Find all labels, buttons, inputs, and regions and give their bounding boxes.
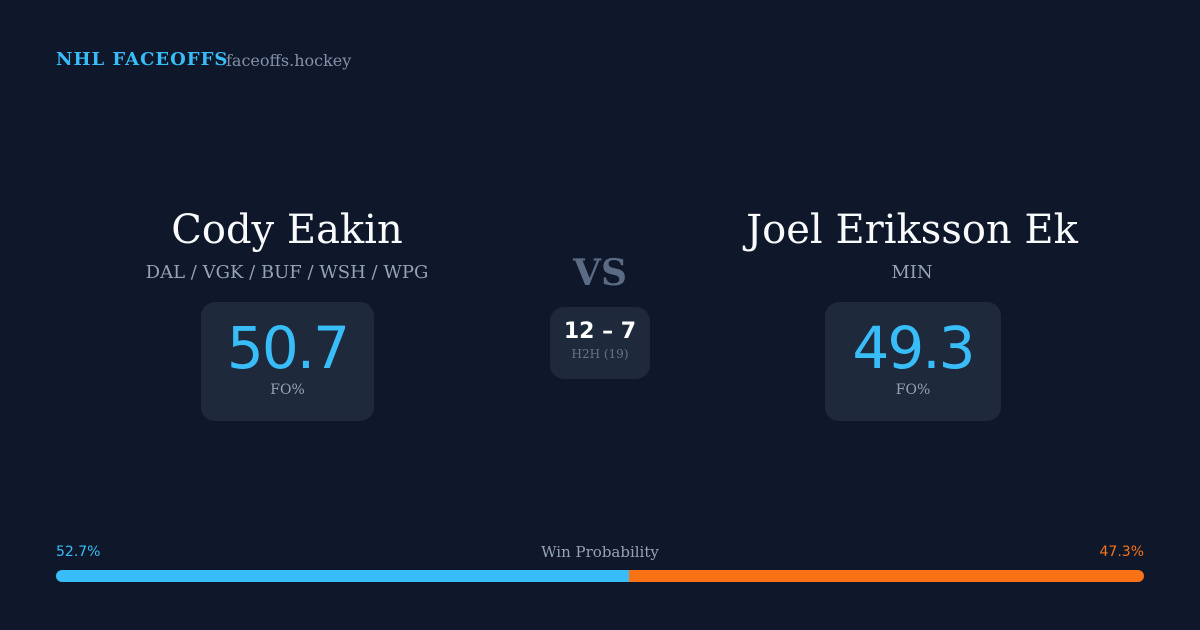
right-fo-card: 49.3 FO% <box>825 302 1001 421</box>
right-fo-label: FO% <box>895 382 931 398</box>
probability-label: Win Probability <box>541 543 659 561</box>
brand-title: NHL FACEOFFS <box>56 49 229 70</box>
left-fo-card: 50.7 FO% <box>201 302 374 421</box>
left-fo-label: FO% <box>270 382 305 398</box>
right-probability: 47.3% <box>1099 544 1144 560</box>
site-link[interactable]: faceoffs.hockey <box>226 51 352 70</box>
right-player-name: Joel Eriksson Ek <box>746 207 1078 253</box>
probability-bar <box>56 570 1144 582</box>
left-probability: 52.7% <box>56 544 101 560</box>
right-player-teams: MIN <box>891 262 933 283</box>
h2h-label: H2H (19) <box>571 347 629 361</box>
probability-bar-left <box>56 570 630 582</box>
h2h-score: 12 – 7 <box>563 319 637 344</box>
h2h-card: 12 – 7 H2H (19) <box>550 307 650 379</box>
left-fo-value: 50.7 <box>226 314 350 382</box>
left-player-name: Cody Eakin <box>171 207 403 253</box>
right-fo-value: 49.3 <box>852 314 975 382</box>
probability-bar-right <box>629 570 1144 582</box>
left-player-teams: DAL / VGK / BUF / WSH / WPG <box>145 262 429 283</box>
vs-label: VS <box>573 252 627 294</box>
